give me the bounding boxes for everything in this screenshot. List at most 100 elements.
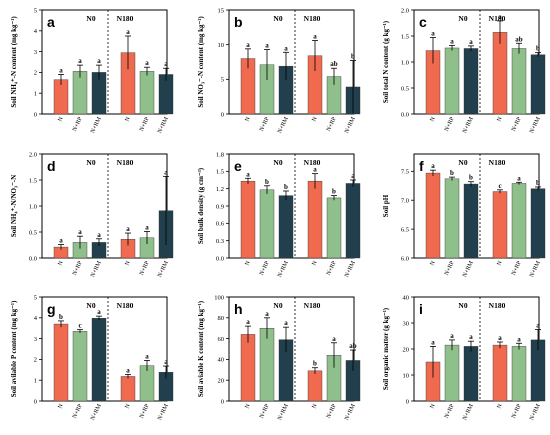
panel-f: 6.0 6.5 7.0 7.5 Soil pH f N0 N180 a Nb N+RP b N+RM c N… bbox=[382, 153, 546, 279]
significance-letter: a bbox=[164, 168, 168, 176]
y-tick-label: 3 bbox=[34, 49, 37, 56]
bar-n bbox=[240, 180, 256, 259]
group-label-n0: N0 bbox=[273, 158, 282, 167]
group-label-n0: N0 bbox=[86, 158, 95, 167]
x-tick-label: N+RP bbox=[511, 403, 523, 420]
significance-letter: b bbox=[59, 313, 63, 321]
x-tick-label: N bbox=[58, 116, 66, 123]
significance-letter: c bbox=[78, 322, 81, 330]
y-axis-label: Soil pH bbox=[382, 194, 390, 217]
significance-letter: b bbox=[450, 169, 454, 177]
group-label-n180: N180 bbox=[117, 14, 134, 23]
significance-letter: b bbox=[265, 178, 269, 186]
group-label-n0: N0 bbox=[86, 14, 95, 23]
significance-letter: a bbox=[517, 335, 521, 343]
significance-letter: a bbox=[164, 358, 168, 366]
y-tick-label: 7.5 bbox=[401, 169, 409, 176]
significance-letter: a bbox=[498, 334, 502, 342]
x-tick-label: N+RM bbox=[157, 116, 170, 135]
x-tick-label: N bbox=[430, 403, 438, 410]
significance-letter: a bbox=[450, 332, 454, 340]
bar-nplus-rm bbox=[91, 318, 107, 402]
significance-letter: ab bbox=[515, 35, 523, 43]
x-tick-label: N bbox=[312, 260, 320, 267]
y-tick-label: 4 bbox=[34, 315, 38, 322]
y-tick-label: 5 bbox=[221, 77, 224, 84]
significance-letter: b bbox=[313, 360, 317, 368]
significance-letter: a bbox=[498, 13, 502, 21]
x-tick-label: N+RM bbox=[344, 260, 357, 279]
bar-nplus-rp bbox=[259, 328, 275, 402]
group-label-n0: N0 bbox=[273, 301, 282, 310]
bar-nplus-rp bbox=[511, 48, 527, 115]
significance-letter: a bbox=[284, 44, 288, 52]
x-tick-label: N+RP bbox=[72, 403, 84, 420]
significance-letter: a bbox=[59, 236, 63, 244]
bar-nplus-rm bbox=[463, 346, 479, 402]
significance-letter: a bbox=[265, 42, 269, 50]
y-tick-label: 40 bbox=[218, 357, 225, 364]
y-tick-label: 6.0 bbox=[401, 255, 409, 262]
y-axis-label: Soil organic matter (g kg⁻¹) bbox=[382, 307, 390, 390]
x-tick-label: N bbox=[312, 403, 320, 410]
y-tick-label: 20 bbox=[403, 346, 410, 353]
significance-letter: b bbox=[469, 174, 473, 182]
y-tick-label: 0.5 bbox=[401, 85, 409, 92]
x-tick-label: N+RP bbox=[444, 260, 456, 277]
y-tick-label: 0 bbox=[34, 398, 37, 405]
panel-i: 0 10 20 30 40 Soil organic matter (g kg⁻¹) i N0… bbox=[382, 294, 546, 421]
y-tick-label: 10 bbox=[218, 42, 225, 49]
bar-nplus-rp bbox=[139, 365, 155, 402]
bar-nplus-rp bbox=[72, 71, 88, 115]
bar-n bbox=[53, 323, 69, 402]
x-tick-label: N+RP bbox=[511, 260, 523, 277]
group-label-n180: N180 bbox=[304, 14, 321, 23]
panel-b: 0 5 10 15 Soil NO₃⁻-N content (mg kg⁻¹) b N0 N1… bbox=[197, 7, 361, 135]
panel-a: 0 1 2 3 4 5 Soil NH₄⁺-N content (mg kg⁻¹) a N0 N1… bbox=[10, 7, 174, 135]
significance-letter: a bbox=[351, 172, 355, 180]
significance-letter: a bbox=[59, 66, 63, 74]
x-tick-label: N+RM bbox=[157, 260, 170, 279]
x-tick-label: N+RP bbox=[72, 260, 84, 277]
y-axis-label: Soil bulk density (g cm⁻³) bbox=[197, 167, 205, 244]
x-tick-label: N bbox=[58, 260, 66, 267]
significance-letter: a bbox=[145, 59, 149, 67]
x-tick-label: N bbox=[430, 260, 438, 267]
y-tick-label: 2 bbox=[34, 357, 37, 364]
significance-letter: a bbox=[517, 174, 521, 182]
significance-letter: a bbox=[536, 322, 540, 330]
significance-letter: a bbox=[431, 162, 435, 170]
significance-letter: a bbox=[246, 318, 250, 326]
y-tick-label: 0 bbox=[221, 398, 224, 405]
x-tick-label: N+RM bbox=[90, 116, 103, 135]
group-label-n180: N180 bbox=[117, 158, 134, 167]
bar-nplus-rp bbox=[259, 189, 275, 259]
significance-letter: a bbox=[431, 338, 435, 346]
significance-letter: b bbox=[332, 188, 336, 196]
x-tick-label: N+RP bbox=[139, 116, 151, 133]
panel-h: 0 20 40 60 80 100 Soil aviable K content (mg k… bbox=[197, 294, 361, 421]
x-tick-label: N+RP bbox=[326, 403, 338, 420]
y-tick-label: 15 bbox=[218, 7, 225, 14]
y-tick-label: 80 bbox=[218, 315, 225, 322]
x-tick-label: N+RM bbox=[529, 260, 542, 279]
y-tick-label: 60 bbox=[218, 336, 225, 343]
significance-letter: a bbox=[450, 37, 454, 45]
x-tick-label: N+RP bbox=[511, 116, 523, 133]
x-tick-label: N+RP bbox=[326, 116, 338, 133]
bar-n bbox=[492, 344, 508, 402]
significance-letter: a bbox=[78, 57, 82, 65]
y-tick-label: 6.5 bbox=[401, 226, 409, 233]
bar-nplus-rm bbox=[463, 183, 479, 259]
panel-label: d bbox=[47, 158, 56, 174]
x-tick-label: N+RM bbox=[344, 116, 357, 135]
y-tick-label: 3 bbox=[34, 336, 37, 343]
y-tick-label: 7.0 bbox=[401, 198, 409, 205]
bar-n bbox=[120, 376, 136, 402]
y-tick-label: 0.9 bbox=[216, 203, 224, 210]
y-tick-label: 1.0 bbox=[29, 203, 37, 210]
group-label-n0: N0 bbox=[458, 301, 467, 310]
significance-letter: a bbox=[126, 28, 130, 36]
y-tick-label: 0.0 bbox=[401, 111, 409, 118]
